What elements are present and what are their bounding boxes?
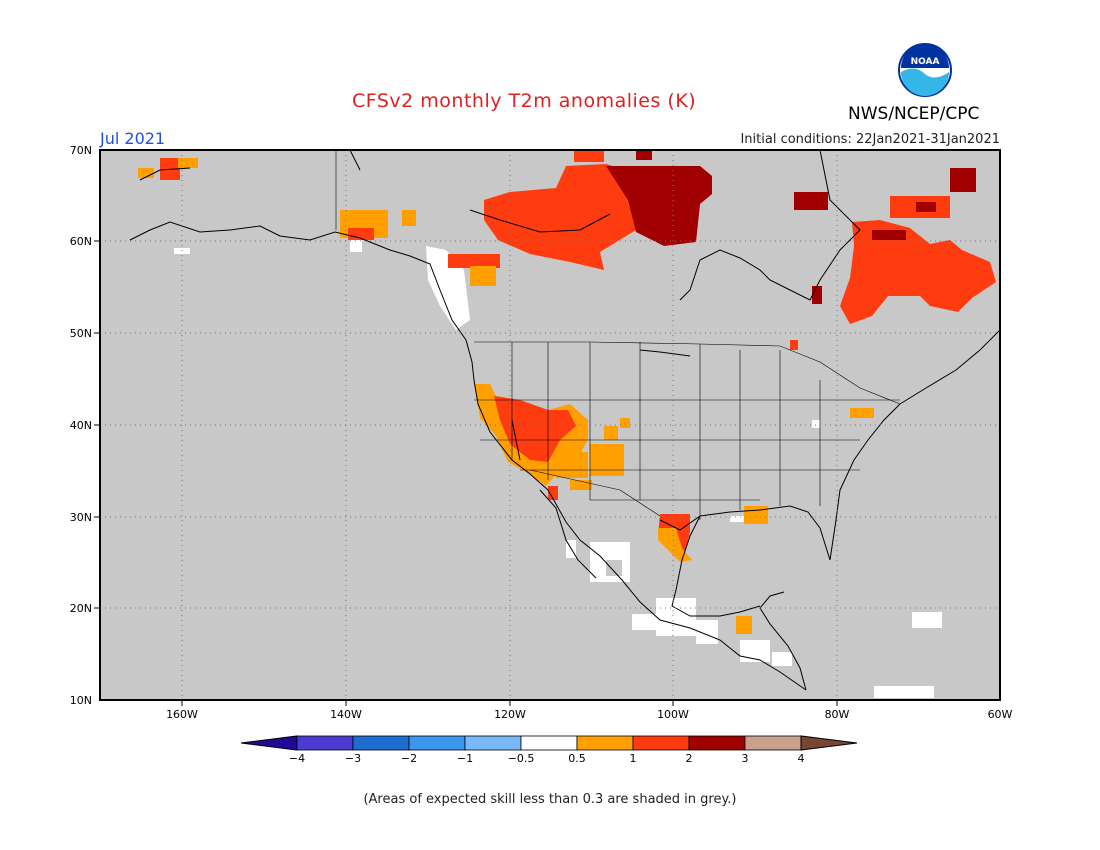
axis-ticks — [94, 240, 838, 706]
legend-tick-label: −2 — [401, 752, 417, 765]
legend-swatch — [744, 735, 802, 751]
legend-tick-label: −0.5 — [508, 752, 535, 765]
legend-swatch — [464, 735, 522, 751]
lat-label: 10N — [70, 694, 92, 707]
organization-label: NWS/NCEP/CPC — [848, 104, 980, 124]
initial-conditions-label: Initial conditions: 22Jan2021-31Jan2021 — [740, 132, 1000, 147]
legend-tick-label: −4 — [289, 752, 305, 765]
legend-tick-label: −1 — [457, 752, 473, 765]
lon-label: 140W — [330, 708, 362, 721]
legend-tick-label: 3 — [742, 752, 749, 765]
logo-text: NOAA — [911, 57, 940, 67]
lat-label: 20N — [70, 602, 92, 615]
legend-tick-label: 1 — [630, 752, 637, 765]
legend-swatch — [520, 735, 578, 751]
legend-tick-label: 0.5 — [568, 752, 586, 765]
coastline-icon — [129, 149, 1001, 691]
legend-swatch — [352, 735, 410, 751]
legend-tick-labels: −4 −3 −2 −1 −0.5 0.5 1 2 3 4 — [289, 752, 805, 765]
lon-label: 60W — [988, 708, 1013, 721]
lat-label: 40N — [70, 419, 92, 432]
state-border-icon — [335, 150, 901, 520]
legend-swatch — [296, 735, 354, 751]
lat-label: 50N — [70, 327, 92, 340]
footnote: (Areas of expected skill less than 0.3 a… — [363, 792, 737, 807]
longitude-labels: 160W 140W 120W 100W 80W 60W — [166, 708, 1012, 721]
legend-tick-label: 4 — [798, 752, 805, 765]
lat-label: 60N — [70, 235, 92, 248]
noaa-logo-icon: NOAA — [895, 42, 959, 102]
graticule — [100, 150, 1000, 700]
lon-label: 80W — [825, 708, 850, 721]
legend-swatch — [800, 735, 858, 751]
forecast-month: Jul 2021 — [100, 129, 166, 148]
legend-swatch — [688, 735, 746, 751]
legend-colorbar — [240, 735, 858, 751]
lon-label: 100W — [657, 708, 689, 721]
lon-label: 160W — [166, 708, 198, 721]
map-title: CFSv2 monthly T2m anomalies (K) — [352, 90, 697, 112]
legend-swatch — [632, 735, 690, 751]
legend-tick-label: 2 — [686, 752, 693, 765]
lat-label: 30N — [70, 511, 92, 524]
legend-swatch — [408, 735, 466, 751]
legend-swatch — [576, 735, 634, 751]
lon-label: 120W — [494, 708, 526, 721]
lat-label: 70N — [70, 144, 92, 157]
legend-tick-label: −3 — [345, 752, 361, 765]
legend-swatch — [240, 735, 298, 751]
latitude-labels: 70N 60N 50N 40N 30N 20N 10N — [70, 144, 92, 707]
